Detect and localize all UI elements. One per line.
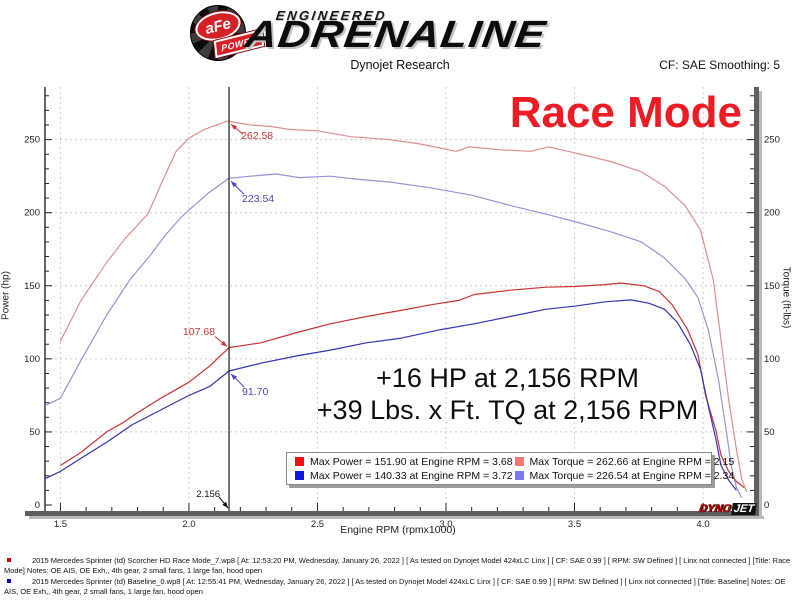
y-tick-label-right: 0 (764, 500, 769, 511)
y-axis-right-bar (754, 87, 759, 516)
x-tick-label: 1.5 (54, 519, 67, 530)
cf-smoothing-label: CF: SAE Smoothing: 5 (659, 58, 780, 72)
legend-item: Max Power = 151.90 at Engine RPM = 3.68 (293, 455, 513, 469)
dynojet-research-subtitle: Dynojet Research (350, 58, 450, 72)
annotation-arrowhead (231, 181, 237, 188)
dynojet-logo: DYNOJET (698, 503, 757, 515)
legend-swatch-icon (514, 457, 524, 466)
legend-swatch-icon (295, 457, 304, 466)
series-baseline-torque (44, 173, 743, 498)
annotation-arrowhead (231, 124, 238, 130)
run-bullet-icon (7, 558, 11, 562)
y-tick-label-left: 0 (35, 500, 40, 511)
y-tick-label-left: 150 (24, 281, 40, 292)
legend-item: Max Power = 140.33 at Engine RPM = 3.72 (293, 469, 513, 483)
chart-title-race-mode: Race Mode (509, 88, 742, 137)
run-bullet-icon (7, 578, 11, 583)
legend-swatch-icon (295, 471, 304, 480)
run-entry: 2015 Mercedes Sprinter (td) Baseline_0.w… (4, 576, 786, 596)
run-entry: 2015 Mercedes Sprinter (td) Scorcher HD … (4, 556, 791, 575)
x-axis-title: Engine RPM (rpmx1000) (340, 524, 456, 536)
y-tick-label-right: 100 (764, 354, 780, 365)
gain-hp-text: +16 HP at 2,156 RPM (376, 363, 639, 393)
y-tick-label-left: 100 (24, 354, 40, 365)
legend-swatch-icon (514, 471, 524, 480)
x-tick-label: 4.0 (696, 519, 709, 530)
x-axis-bar (25, 511, 762, 516)
x-axis-shadow (29, 516, 764, 519)
y-tick-label-left: 200 (24, 208, 40, 219)
run-info-footer: 2015 Mercedes Sprinter (td) Scorcher HD … (4, 556, 796, 598)
gain-tq-text: +39 Lbs. x Ft. TQ at 2,156 RPM (316, 395, 699, 426)
y-tick-label-right: 250 (764, 135, 780, 146)
x-tick-label: 3.0 (439, 519, 452, 530)
y-tick-label-left: 250 (24, 135, 40, 146)
y-axis-title-power: Power (hp) (0, 271, 12, 320)
brand-header: aFe ® POWER ENGINEERED ADRENALINE (188, 2, 608, 61)
series-race-mode-torque (59, 120, 748, 493)
x-tick-label: 3.5 (568, 519, 581, 530)
y-axis-title-torque: Torque (ft-lbs) (780, 266, 792, 329)
x-tick-label: 2.5 (311, 519, 324, 530)
legend-item: Max Torque = 262.66 at Engine RPM = 2.15 (513, 455, 734, 469)
series-baseline-power (44, 299, 737, 491)
x-tick-label: 2.0 (182, 519, 195, 530)
legend-item: Max Torque = 226.54 at Engine RPM = 2.34 (513, 469, 734, 483)
annotation-arrowhead (222, 501, 228, 508)
afe-power-logo: aFe ® POWER (190, 4, 265, 61)
y-tick-label-right: 50 (764, 427, 775, 438)
y-tick-label-right: 200 (764, 208, 780, 219)
y-tick-label-right: 150 (764, 281, 780, 292)
chart-legend: Max Power = 151.90 at Engine RPM = 3.68 … (286, 452, 734, 485)
annotation-arrowhead (231, 374, 237, 380)
annotation-arrowhead (220, 340, 227, 347)
gain-callout: +16 HP at 2,156 RPM +39 Lbs. x Ft. TQ at… (305, 362, 710, 427)
y-axis-right-shadow (759, 91, 762, 519)
y-tick-label-left: 50 (29, 427, 40, 438)
